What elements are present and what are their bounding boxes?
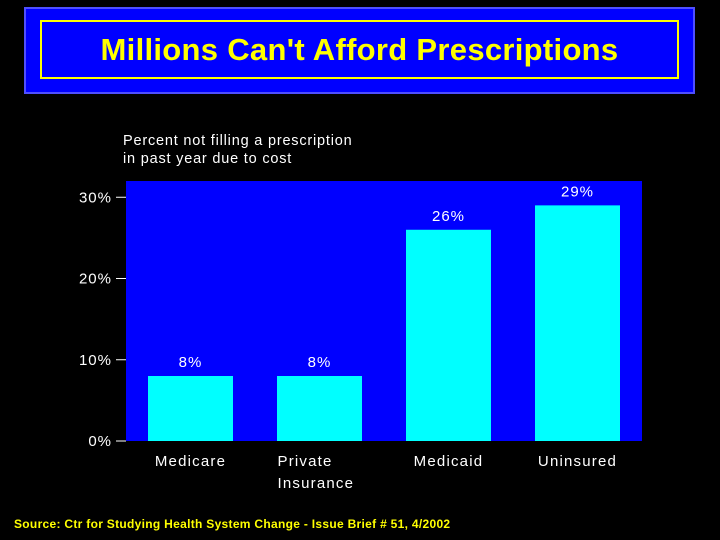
x-category-label-line: Medicaid (414, 453, 484, 470)
title-banner: Millions Can't Afford Prescriptions (24, 7, 695, 94)
y-tick-label: 0% (88, 433, 112, 450)
bar (406, 229, 491, 441)
x-category-label: Medicare (155, 453, 226, 470)
y-tick-label: 30% (79, 189, 112, 206)
x-category-label: Private Insurance (278, 453, 355, 492)
x-category-label-line: Insurance (278, 475, 355, 492)
data-label: 29% (561, 183, 594, 200)
bar (535, 205, 620, 441)
data-label: 8% (179, 354, 203, 371)
data-label: 8% (308, 354, 332, 371)
chart-caption-line-2: in past year due to cost (123, 151, 293, 167)
x-category-label-line: Medicare (155, 453, 226, 470)
source-citation: Source: Ctr for Studying Health System C… (14, 517, 451, 531)
chart-caption-line-1: Percent not filling a prescription (123, 133, 353, 149)
chart-caption: Percent not filling a prescription in pa… (123, 132, 353, 168)
bar (148, 376, 233, 441)
x-category-label: Uninsured (538, 453, 617, 470)
bar (277, 376, 362, 441)
y-tick-label: 20% (79, 271, 112, 288)
data-label: 26% (432, 208, 465, 225)
x-category-label-line: Private (278, 453, 333, 470)
title-frame: Millions Can't Afford Prescriptions (40, 20, 679, 79)
x-category-label-line: Uninsured (538, 453, 617, 470)
x-category-label: Medicaid (414, 453, 484, 470)
y-tick-label: 10% (79, 352, 112, 369)
slide-title: Millions Can't Afford Prescriptions (100, 31, 619, 67)
